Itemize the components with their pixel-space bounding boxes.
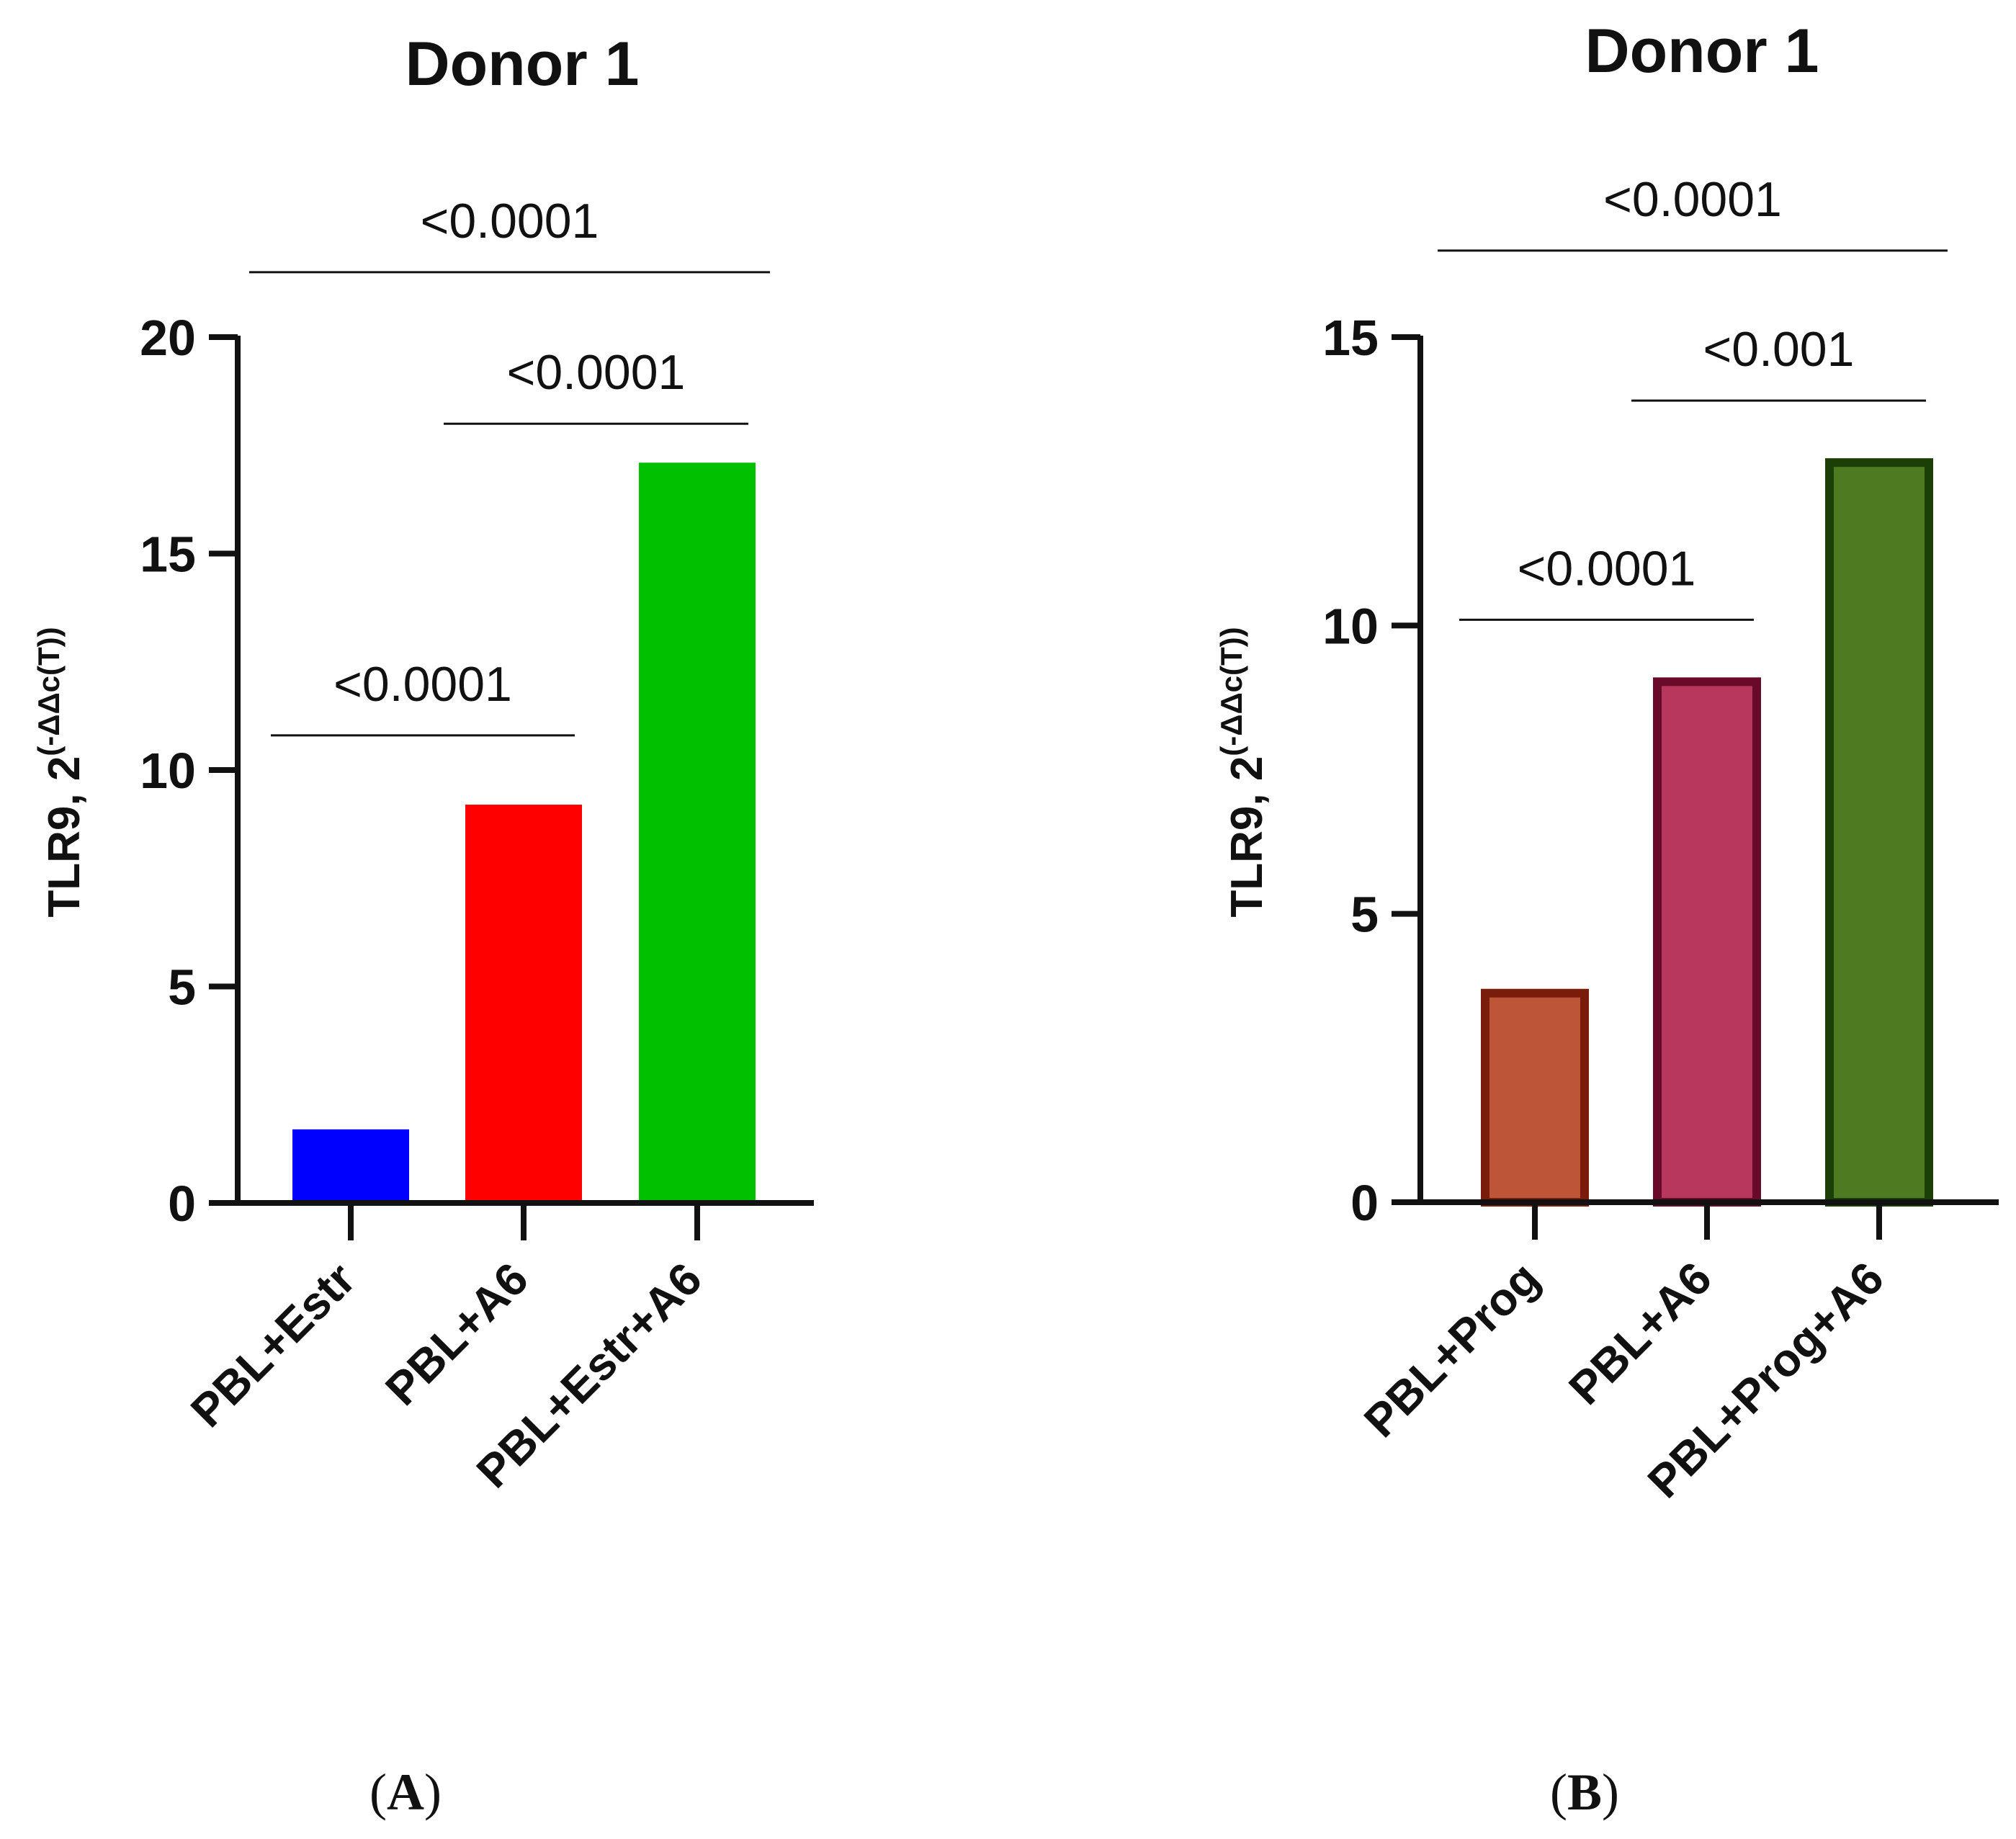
y-tick-label-b-0: 0 (1350, 1175, 1379, 1231)
chart-panel-b: Donor 1 TLR9, 2(-ΔΔc(T)) 0 5 10 15 PBL+Prog P… (1214, 17, 1999, 1821)
y-axis-label-a: TLR9, 2(-ΔΔc(T)) (32, 627, 89, 917)
panel-letter-b: B (1567, 1763, 1602, 1821)
p-value-label-b-3: <0.0001 (1603, 172, 1782, 227)
x-category-label-a-1: PBL+Estr (181, 1253, 365, 1437)
y-tick-label-a-5: 5 (168, 959, 196, 1016)
y-tick-label-a-15: 15 (140, 527, 196, 583)
bar-b-1 (1481, 988, 1589, 1207)
bar-a-3 (639, 462, 756, 1203)
y-tick-label-b-15: 15 (1322, 310, 1379, 366)
bar-a-1 (292, 1129, 409, 1203)
y-tick-label-a-0: 0 (168, 1176, 196, 1232)
chart-panel-a: Donor 1 TLR9, 2(-ΔΔc(T)) 0 5 10 15 20 PBL+Est… (32, 30, 814, 1821)
y-axis-label-sup-a: (-ΔΔc(T)) (32, 627, 66, 756)
y-axis-label-base-b: TLR9, 2 (1222, 756, 1272, 918)
p-value-label-a-2: <0.0001 (507, 345, 686, 400)
x-category-label-a-2: PBL+A6 (375, 1253, 538, 1415)
p-value-label-a-1: <0.0001 (333, 657, 512, 712)
p-value-label-b-1: <0.0001 (1518, 541, 1696, 596)
bar-a-2 (465, 805, 582, 1203)
chart-title-a: Donor 1 (406, 30, 640, 99)
p-value-label-b-2: <0.001 (1703, 322, 1855, 377)
x-category-label-b-2: PBL+A6 (1559, 1252, 1721, 1415)
y-axis-label-base-a: TLR9, 2 (40, 756, 89, 918)
x-category-label-b-1: PBL+Prog (1354, 1252, 1549, 1447)
bar-b-2 (1653, 677, 1761, 1207)
panel-label-b: (B) (1550, 1763, 1619, 1821)
chart-title-b: Donor 1 (1585, 17, 1819, 86)
y-axis-label-sup-b: (-ΔΔc(T)) (1214, 627, 1248, 756)
p-value-label-a-3: <0.0001 (421, 194, 599, 249)
y-tick-label-a-20: 20 (140, 310, 196, 366)
panel-label-a: (A) (369, 1763, 442, 1821)
y-axis-label-b: TLR9, 2(-ΔΔc(T)) (1214, 627, 1272, 917)
y-tick-label-b-5: 5 (1350, 887, 1379, 943)
bar-b-3 (1825, 458, 1933, 1207)
y-tick-label-b-10: 10 (1322, 598, 1379, 654)
panel-letter-a: A (387, 1763, 424, 1821)
y-tick-label-a-10: 10 (140, 743, 196, 799)
